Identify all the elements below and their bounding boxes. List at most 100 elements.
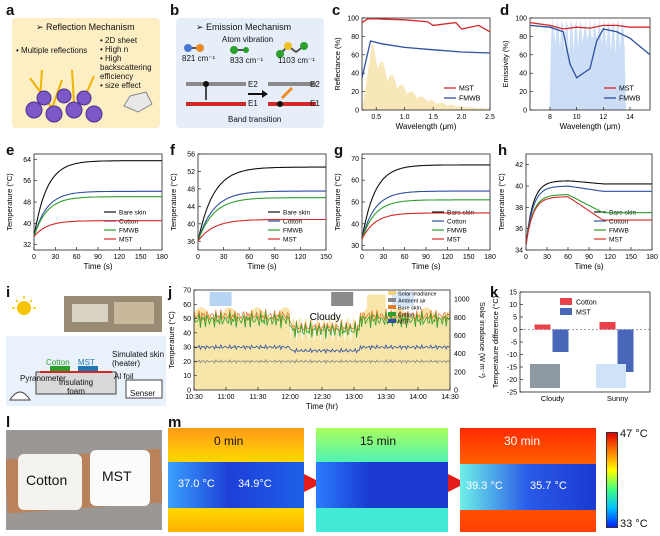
legend-label: Cotton [447, 219, 467, 226]
y2-tick-label: 200 [454, 369, 466, 376]
y-tick-label: 34 [515, 248, 523, 255]
x-tick-label: 10:30 [185, 394, 203, 401]
y2-axis-label: Solar irradiance (W m⁻²) [478, 302, 485, 378]
x-tick-label: 0 [360, 254, 364, 261]
x-tick-label: 14 [626, 114, 634, 121]
x-tick-label: 120 [113, 254, 125, 261]
series-line-fmwb [525, 194, 652, 245]
y-tick-label: 60 [183, 302, 191, 309]
series-line-mst [361, 18, 491, 33]
x-tick-label: 14:00 [409, 394, 427, 401]
series-line-mst [529, 21, 650, 30]
x-tick-label: 90 [422, 254, 430, 261]
y-tick-label: 48 [23, 200, 31, 207]
x-tick-label: 30 [543, 254, 551, 261]
color-scale-bar [606, 432, 618, 528]
bullet-2: • High n [100, 45, 129, 54]
legend-label: MST [398, 320, 410, 326]
panel-label-e: e [6, 142, 15, 159]
cotton-photo-label: Cotton [26, 472, 68, 488]
x-axis-label: Time (s) [574, 262, 603, 271]
plot-frame [197, 153, 327, 251]
insulating-foam-label: Insulating foam [58, 378, 94, 396]
series-line-mst [193, 343, 451, 355]
band-transition-label: Band transition [228, 115, 282, 124]
x-tick-label: 60 [564, 254, 572, 261]
y-axis-label: Temperature difference (°C) [491, 295, 500, 388]
series-line-bare-skin [193, 308, 451, 335]
x-tick-label: 180 [646, 254, 658, 261]
y-tick-label: 52 [187, 169, 195, 176]
x-tick-label: 30 [51, 254, 59, 261]
series-line-cotton [525, 185, 652, 245]
y-tick-label: 50 [351, 200, 359, 207]
series-line-fmwb [197, 197, 326, 242]
x-axis-label: Wavelength (μm) [396, 122, 457, 131]
thermal-frame-0: 0 min 37.0 °C 34.9°C [168, 428, 304, 532]
legend-label: Cotton [398, 313, 414, 319]
y-tick-label: 50 [183, 316, 191, 323]
y2-tick-label: 0 [454, 388, 458, 395]
level-e1-left: E1 [248, 99, 258, 108]
x-tick-label: 2.5 [485, 114, 495, 121]
solar-irradiance-area [194, 294, 450, 390]
temperature-difference-chart: -25 -20 -15 -10 -5 0 5 10 15 Temperature differen… [491, 290, 651, 403]
legend-swatch [388, 312, 396, 316]
sky-photo-sunny [596, 364, 626, 388]
x-tick-label: 30 [220, 254, 228, 261]
mst-fabric [90, 450, 150, 506]
x-tick-label: 0 [32, 254, 36, 261]
y-tick-label: -5 [511, 340, 517, 347]
y-tick-label: -20 [507, 377, 517, 384]
temperature-chart-h: 0 30 60 90 120 150 180 34 36 38 40 42 Time (s) Temper… [497, 153, 658, 271]
plot-frame [361, 17, 491, 111]
reflection-title: ➢ Reflection Mechanism [36, 22, 135, 32]
x-tick-label: 0.5 [371, 114, 381, 121]
legend-label: Bare skin [283, 210, 310, 217]
x-tick-label: 90 [585, 254, 593, 261]
simulated-skin-label: Simulated skin (heater) [112, 350, 165, 368]
cotton-fabric [18, 454, 82, 510]
legend-label: MST [447, 237, 461, 244]
y-tick-label: 40 [515, 184, 523, 191]
x-axis-label: Time (s) [83, 262, 112, 271]
outdoor-test-chart: 10:30 11:00 11:30 12:00 12:30 13:00 13:30 14:00… [167, 288, 485, 412]
series-line-mst [33, 220, 162, 238]
reflectance-chart: 0.5 1.0 1.5 2.0 2.5 0 20 40 60 80 100 Wavelength (μ… [333, 16, 495, 132]
series-line-bare-skin [525, 180, 652, 245]
plot-frame [525, 153, 653, 251]
y-tick-label: 56 [23, 178, 31, 185]
panel-label-d: d [500, 2, 510, 19]
y-axis-label: Emissivity (%) [501, 40, 510, 88]
x-tick-label: 14:30 [441, 394, 459, 401]
panel-label-f: f [170, 142, 175, 159]
wavenumber-co: 1103 cm⁻¹ [278, 56, 315, 65]
series-line-cotton [361, 190, 490, 240]
category-label: Sunny [607, 394, 629, 403]
particle-illustration [25, 69, 153, 123]
x-tick-label: 12:30 [313, 394, 331, 401]
wavenumber-bn: 821 cm⁻¹ [182, 54, 216, 63]
legend-label: Cotton [609, 219, 629, 226]
emission-title: ➢ Emission Mechanism [196, 22, 292, 32]
legend-label: FMWB [459, 96, 481, 103]
x-tick-label: 180 [156, 254, 168, 261]
y-tick-label: 100 [515, 16, 527, 23]
y-tick-label: 10 [183, 373, 191, 380]
y-tick-label: 70 [351, 156, 359, 163]
x-tick-label: 1.5 [428, 114, 438, 121]
bar-cotton [534, 324, 551, 330]
x-tick-label: 150 [135, 254, 147, 261]
y-tick-label: 36 [515, 226, 523, 233]
y-tick-label: 64 [23, 157, 31, 164]
sensor-label: Senser [130, 389, 156, 398]
temp-cotton: 39.3 °C [466, 480, 503, 492]
bullet-4: • size effect [100, 81, 141, 90]
legend-label: Cotton [576, 300, 597, 307]
series-line-mst [361, 212, 490, 240]
atom-vibration-label: Atom vibration [222, 35, 274, 44]
y-tick-label: 30 [351, 243, 359, 250]
arm-photo: Cotton MST [6, 430, 162, 530]
wavenumber-ch: 833 cm⁻¹ [230, 56, 264, 65]
series-line-fmwb [529, 24, 651, 79]
